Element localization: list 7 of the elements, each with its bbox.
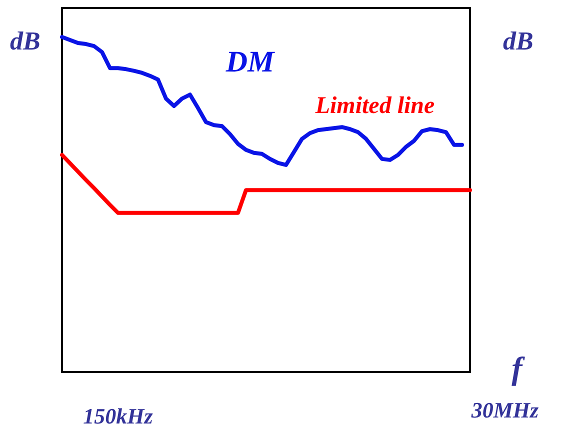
y2-axis-title: dB (503, 26, 534, 56)
series-label: DM (224, 46, 276, 78)
text: 150kHz (83, 404, 154, 428)
text: Limited line (314, 93, 436, 119)
x-axis-title: f (512, 350, 526, 386)
text: 30MHz (470, 398, 540, 422)
y-axis-title: dB (10, 26, 40, 56)
